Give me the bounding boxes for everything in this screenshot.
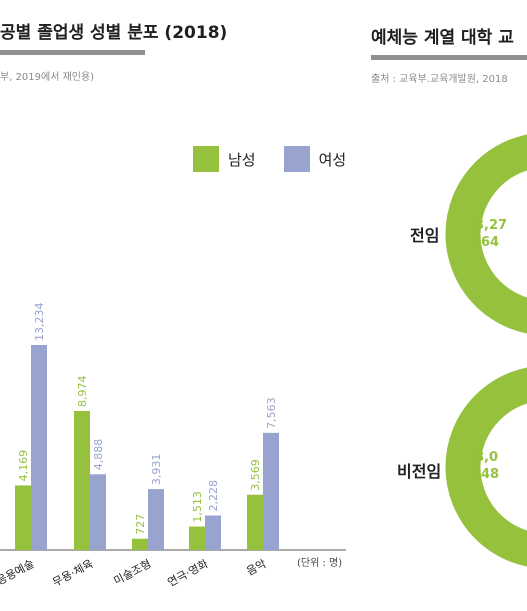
bar-male-0: [15, 485, 31, 550]
row-label-part-time: 비전임: [397, 462, 442, 481]
donut-percent-part-time: (48: [475, 467, 499, 482]
row-label-full-time: 전임: [410, 226, 440, 245]
bar-female-0: [31, 345, 47, 550]
bar-label-male-0: 4,169: [17, 450, 30, 482]
bar-female-2: [148, 489, 164, 550]
bar-female-3: [205, 515, 221, 550]
bar-label-male-3: 1,513: [191, 491, 204, 523]
category-label-2: 미술조형: [112, 557, 154, 587]
bar-label-male-1: 8,974: [76, 375, 89, 407]
chart-legend: 남성 여성: [193, 146, 374, 172]
bar-male-3: [189, 526, 205, 550]
legend-male-label: 남성: [228, 150, 256, 169]
left-title-underline: [0, 50, 145, 55]
right-chart-source: 출처 : 교육부.교육개발원, 2018: [371, 74, 508, 85]
left-chart-source: 부, 2019에서 재인용): [0, 72, 95, 83]
category-label-3: 연극·영화: [165, 557, 210, 589]
category-label-1: 무용·체육: [50, 557, 95, 589]
category-label-0: 응용예술: [0, 557, 36, 587]
bar-label-male-4: 3,569: [249, 459, 262, 491]
legend-male-swatch: [193, 146, 219, 172]
bar-female-4: [263, 432, 279, 550]
donut-ring-full-time: [445, 134, 527, 334]
right-title-underline: [371, 55, 527, 60]
bar-female-1: [90, 474, 106, 550]
unit-note: (단위 : 명): [297, 556, 342, 569]
bar-male-1: [74, 410, 90, 550]
bar-male-2: [132, 538, 148, 550]
bar-label-female-3: 2,228: [207, 480, 220, 512]
donut-percent-full-time: (64: [475, 235, 499, 250]
bar-label-female-0: 13,234: [33, 303, 46, 342]
donut-value-full-time: 3,27: [475, 218, 507, 233]
bar-chart: (단위 : 명) 4,169 13,234 응용예술 8,974 4,888 무용·체육 7…: [0, 303, 346, 589]
donut-ring-part-time: [445, 367, 527, 567]
left-chart-title: 공별 졸업생 성별 분포 (2018): [0, 23, 228, 43]
donut-chart: 3,27 (64 8,0 (48: [445, 134, 527, 567]
right-chart-title: 예체능 계열 대학 교: [371, 28, 514, 48]
donut-value-part-time: 8,0: [475, 450, 498, 465]
legend-female-label: 여성: [318, 150, 347, 169]
bar-male-4: [247, 494, 263, 550]
category-label-4: 음악: [244, 557, 268, 578]
bar-label-female-4: 7,563: [265, 397, 278, 429]
bar-label-female-2: 3,931: [150, 454, 163, 486]
legend-female-swatch: [283, 146, 310, 172]
bar-label-female-1: 4,888: [92, 439, 105, 471]
bar-label-male-2: 727: [134, 514, 147, 535]
